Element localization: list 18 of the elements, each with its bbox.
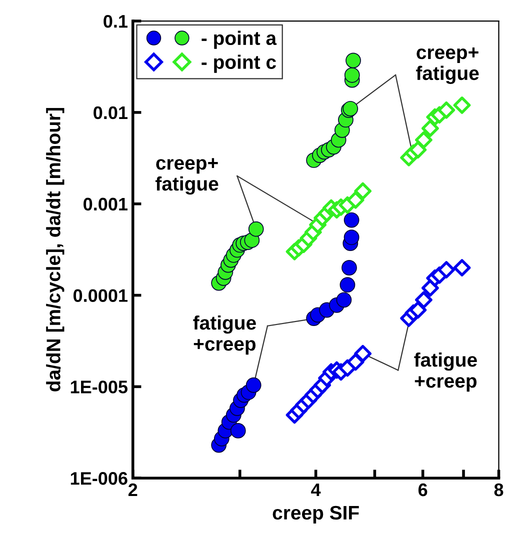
legend-label: - point a	[202, 30, 277, 49]
annotation: fatigue +creep	[193, 315, 256, 355]
annotation: creep+ fatigue	[155, 158, 218, 195]
y-axis-title: da/dN [m/cycle], da/dt [m/hour]	[46, 108, 64, 392]
annotation: fatigue +creep	[414, 352, 477, 392]
x-tick-label: 2	[128, 483, 138, 496]
legend-label: - point c	[202, 54, 276, 73]
y-tick-label: 1E-005	[70, 380, 128, 394]
x-axis-title: creep SIF	[272, 506, 359, 524]
y-tick-label: 0.001	[84, 198, 128, 211]
y-tick-label: 0.0001	[74, 289, 128, 302]
y-tick-label: 1E-006	[70, 472, 128, 485]
annotation: creep+ fatigue	[416, 48, 479, 84]
x-tick-label: 4	[311, 484, 321, 496]
x-tick-label: 8	[494, 483, 504, 496]
x-tick-label: 6	[418, 483, 428, 496]
y-tick-label: 0.01	[94, 106, 128, 120]
y-tick-label: 0.1	[104, 14, 128, 28]
